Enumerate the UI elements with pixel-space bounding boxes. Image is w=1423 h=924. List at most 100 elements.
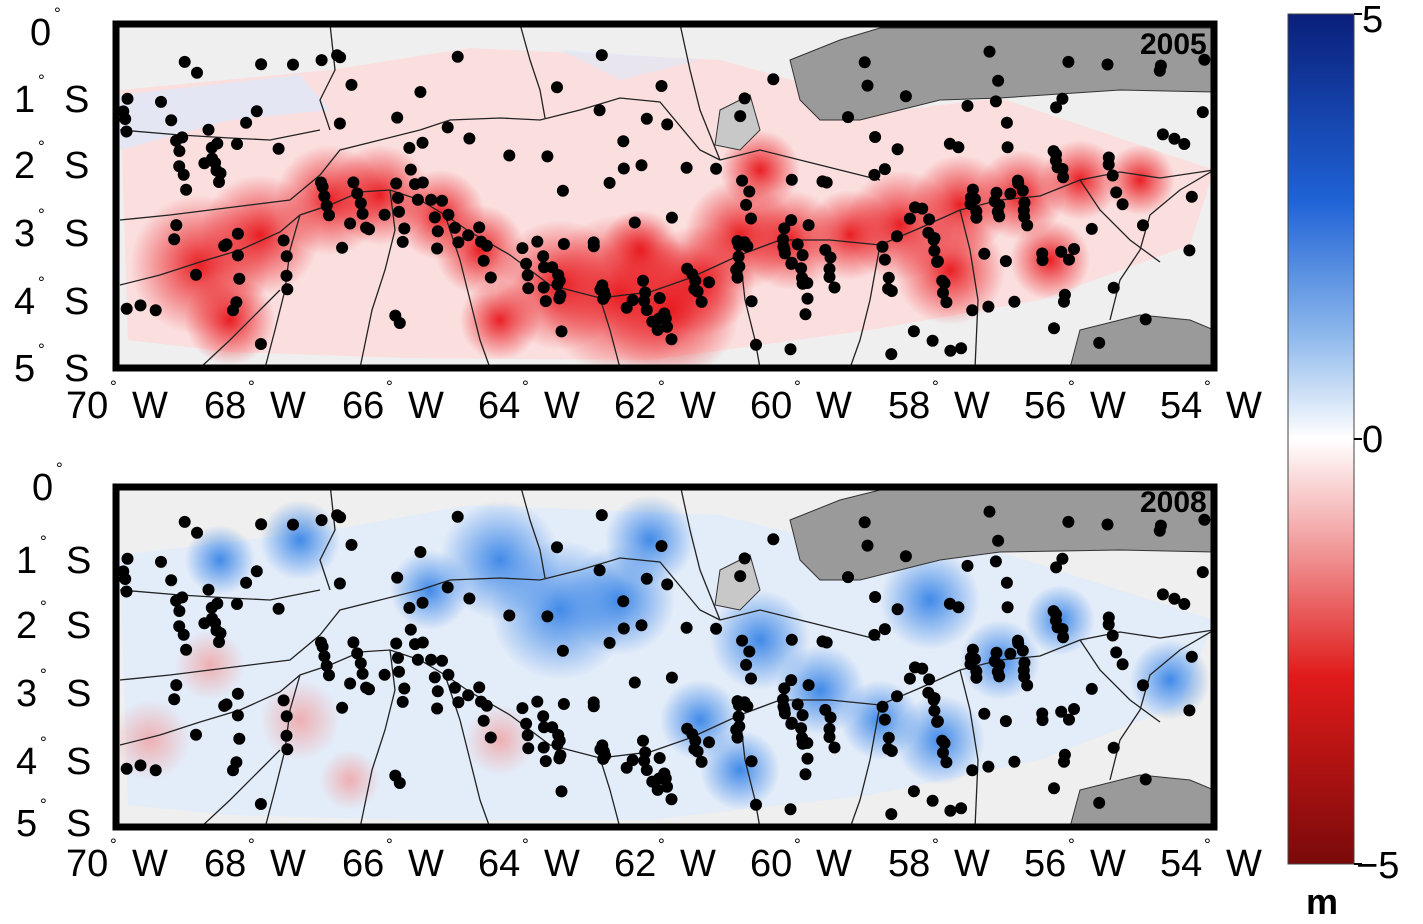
hemisphere-label: S [66,605,91,647]
gauge-station [436,654,448,667]
river-line [359,189,396,368]
gauge-station [1196,566,1209,579]
river-line [959,209,979,368]
gauge-station [1101,58,1114,71]
gauge-station [315,54,328,67]
gauge-station [480,239,493,252]
gauge-station [254,338,267,350]
gauge-station [640,112,653,125]
longitude-tick-label: 62 [614,385,656,427]
latitude-tick-label: 1 [14,79,35,121]
gauge-station [393,665,405,678]
gauge-station [1106,629,1119,642]
gauge-station [785,633,798,646]
hemisphere-label: W [132,843,168,885]
gauge-station [661,578,674,591]
gauge-station [176,591,189,604]
gauge-station [272,142,285,155]
gauge-station [441,121,454,134]
gauge-station [231,709,244,722]
gauge-station [551,541,563,554]
gauge-station [354,657,367,670]
gauge-station [531,695,544,708]
gauge-station [280,269,293,282]
gauge-station [750,798,762,811]
gauge-station [603,176,616,189]
gauge-station [928,244,941,257]
gauge-station [878,713,891,726]
gauge-station [665,671,678,684]
gauge-station [398,682,411,695]
gauge-station [736,634,749,647]
gauge-station [120,762,133,775]
gauge-station [876,240,889,253]
hemisphere-label: W [816,385,852,427]
gauge-station [396,695,409,708]
gauge-station [878,623,891,636]
map-frame [112,483,1218,831]
station-markers [117,45,1211,361]
gauge-station [451,50,464,63]
latitude-tick-label: 2 [16,605,37,647]
gauge-station [628,676,641,689]
gauge-station [903,212,916,225]
gauge-station [734,570,747,583]
longitude-tick-label: 62 [614,843,656,885]
gauge-station [155,555,167,568]
gauge-station [1063,253,1075,266]
gauge-station [940,756,953,769]
gauge-station [1085,222,1098,235]
river-line [599,757,621,827]
anomaly-blob [260,500,340,580]
gauge-station [255,518,268,531]
gauge-station [767,73,780,86]
gauge-station [431,242,444,255]
gauge-station [816,175,829,188]
gauge-station [891,603,904,616]
gauge-station [992,74,1005,87]
gauge-station [734,110,747,123]
gauge-station [944,804,957,817]
gauge-station [703,276,715,289]
longitude-tick-label: 60 [750,843,792,885]
gauge-station [336,701,349,714]
gauge-station [955,802,968,815]
degree-symbol: ° [38,137,45,156]
gauge-station [522,282,535,295]
latitude-tick-label: 5 [16,803,37,845]
degree-symbol: ° [248,377,255,396]
gauge-station [484,271,497,284]
gauge-station [640,764,653,776]
gauge-station [316,640,329,653]
gauge-station [347,636,360,649]
gauge-station [213,176,225,188]
gauge-station [1050,561,1063,574]
gauge-station [992,534,1005,547]
gauge-station [170,219,183,232]
gauge-station [653,772,666,785]
gauge-station [190,268,202,281]
gauge-station [799,308,812,321]
gauge-station [272,602,285,615]
hemisphere-label: S [66,741,91,783]
gauge-station [1183,244,1196,257]
gauge-station [431,702,444,715]
gauge-station [190,728,202,741]
gauge-station [390,637,403,650]
longitude-tick-label: 66 [342,385,384,427]
gauge-station [1063,713,1075,726]
gauge-station [344,217,357,230]
gauge-station [177,628,190,641]
gauge-station [1178,598,1191,610]
colorbar-unit-label: m [1306,881,1338,922]
gauge-station [907,785,920,798]
longitude-tick-label: 60 [750,385,792,427]
gauge-station [436,194,448,207]
gauge-station [784,803,797,816]
gauge-station [556,184,569,197]
longitude-labels: 70 ° W 68 ° W 66 ° W 64 ° W 62 ° W 60 ° W 58 ° W 56 ° W 54 ° W [66,835,1262,885]
gauge-station [537,250,550,263]
map-panel-2005: 2005 0 °1 ° S2 ° S3 ° S4 ° S5 ° S 70 ° W 68 ° W 66 ° W 64 ° W 6… [14,4,1262,427]
gauge-station [280,710,293,723]
